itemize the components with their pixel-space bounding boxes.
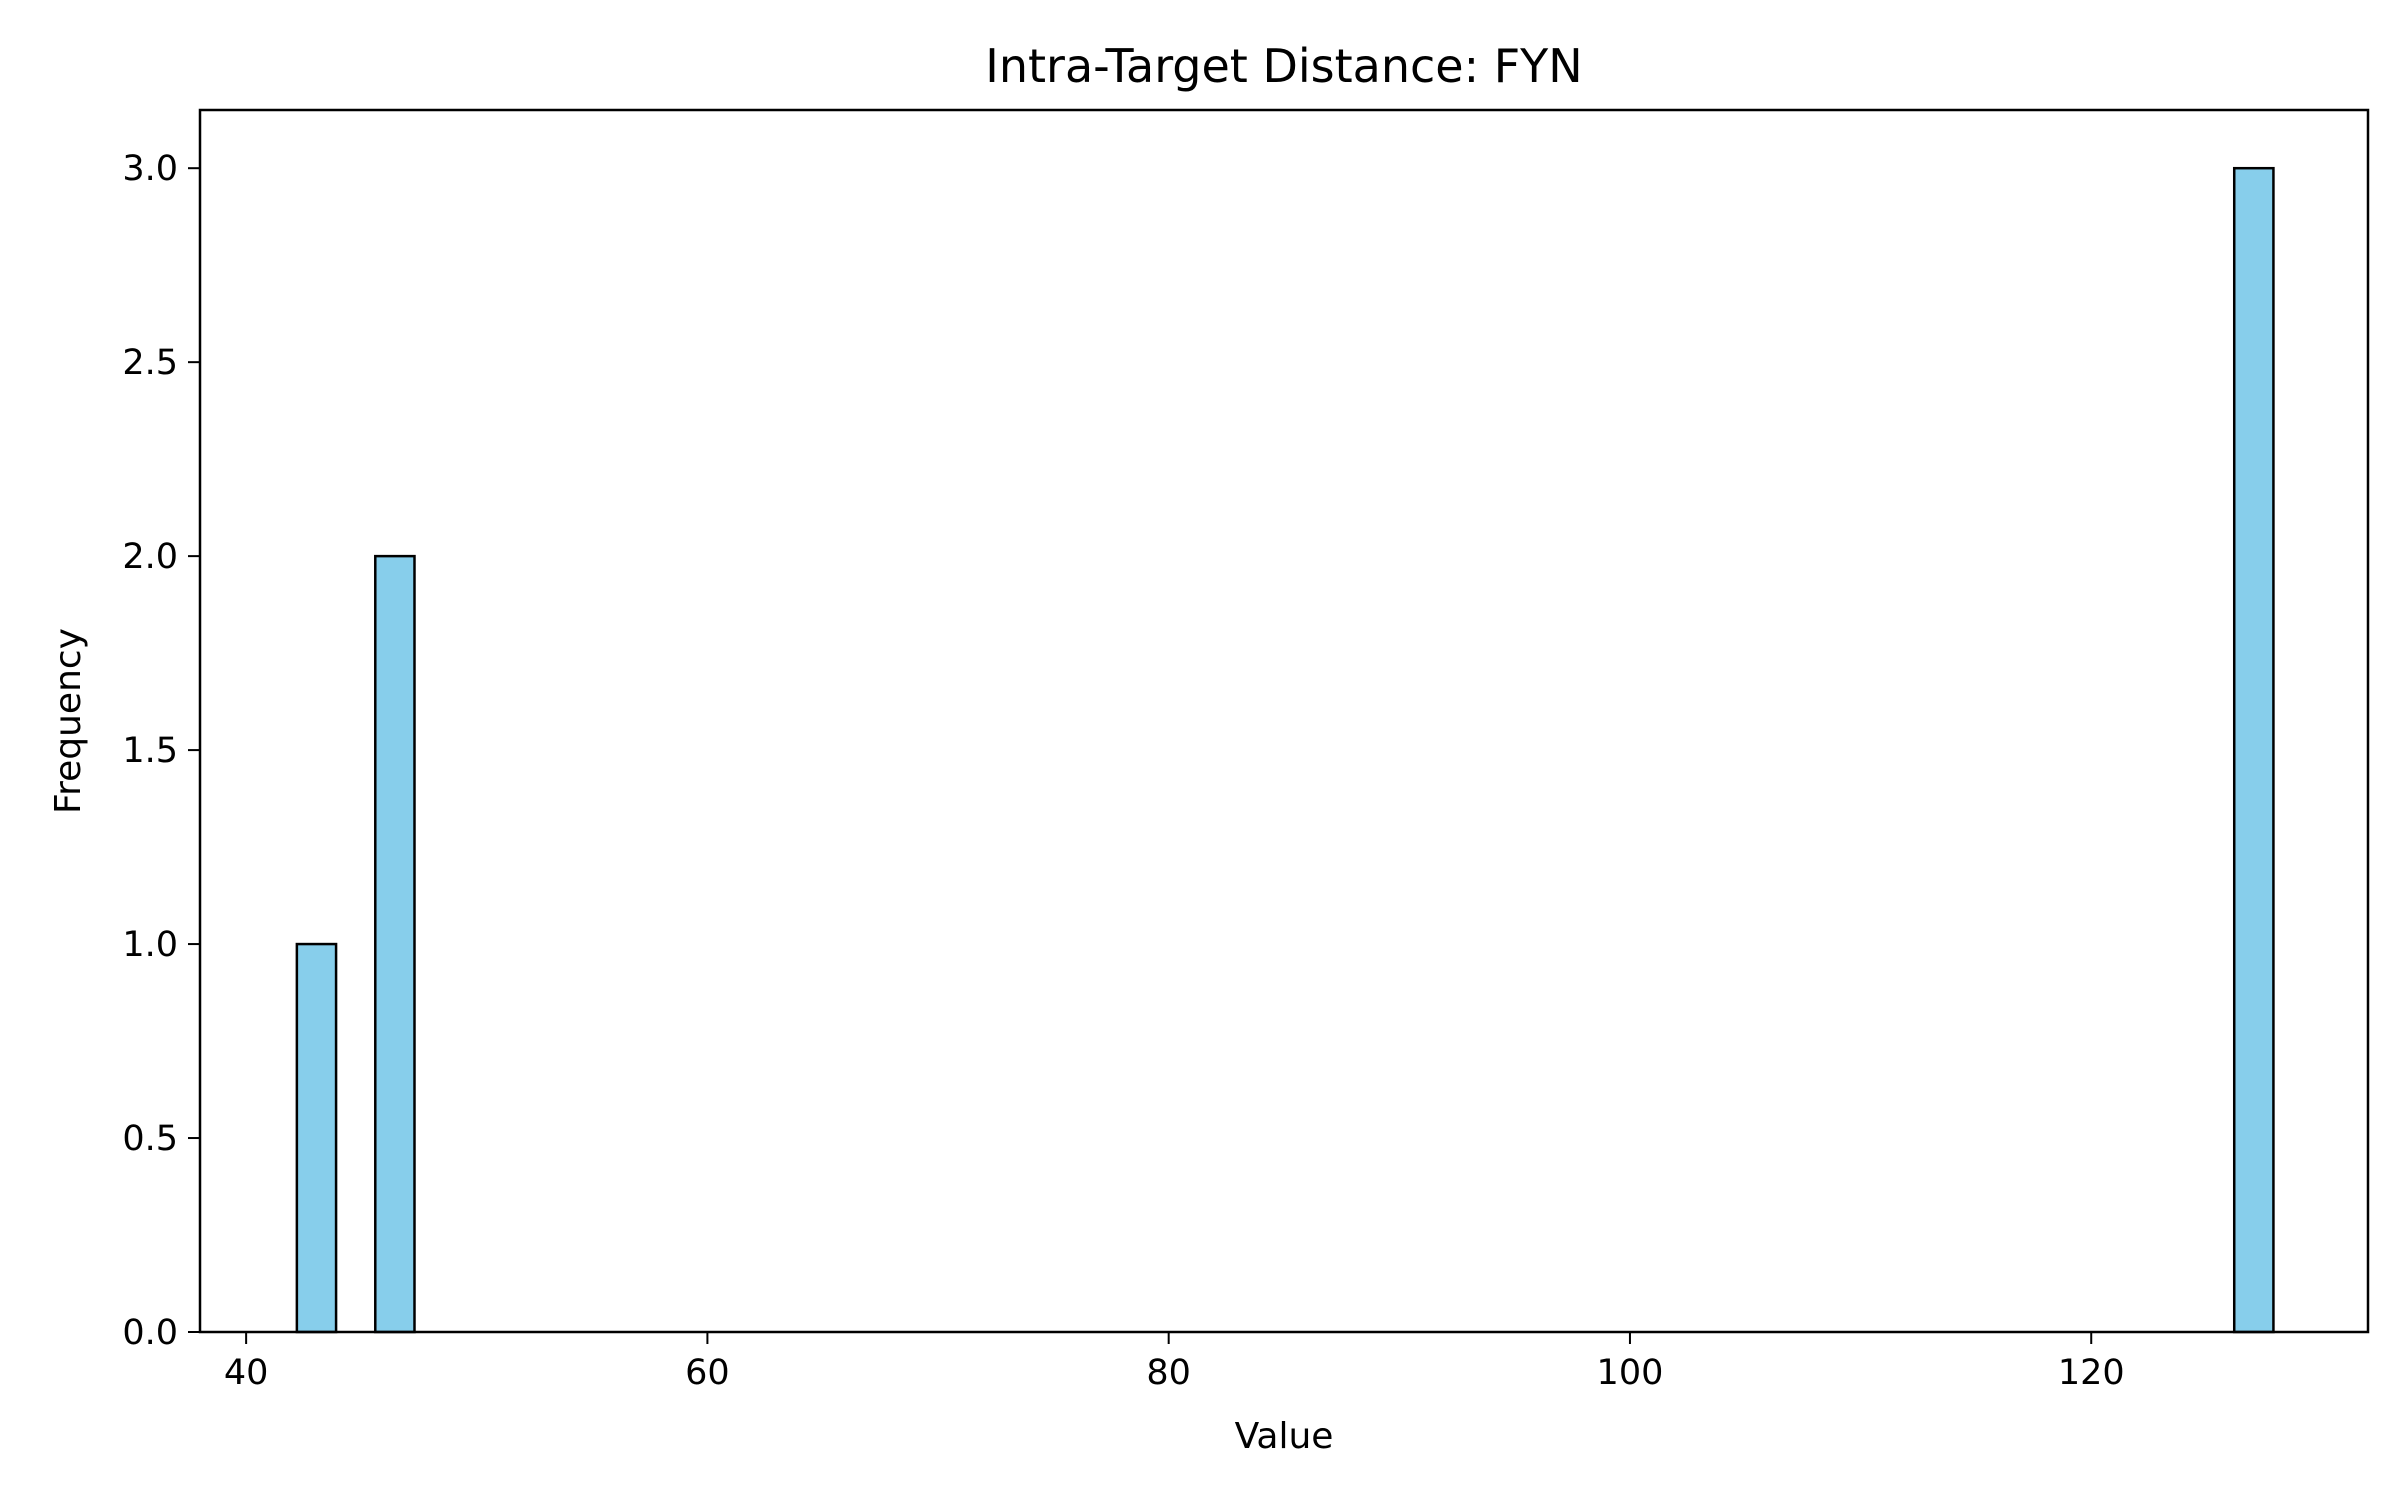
bars-group — [295, 166, 2275, 1334]
x-tick-label: 80 — [1146, 1353, 1191, 1393]
y-tick-label: 2.5 — [122, 343, 178, 383]
y-tick-label: 2.0 — [122, 537, 178, 577]
x-tick-label: 40 — [224, 1353, 269, 1393]
plot-area — [198, 108, 2370, 1334]
y-tick-label: 3.0 — [122, 149, 178, 189]
y-tick-label: 1.5 — [122, 731, 178, 771]
histogram-bar-1 — [295, 942, 338, 1334]
histogram-bar-3 — [2232, 166, 2275, 1334]
x-tick-label: 120 — [2058, 1353, 2125, 1393]
y-tick-label: 0.5 — [122, 1119, 178, 1159]
x-tick-label: 60 — [685, 1353, 730, 1393]
y-tick-label: 0.0 — [122, 1313, 178, 1353]
chart-title: Intra-Target Distance: FYN — [985, 39, 1582, 93]
x-axis-label: Value — [1235, 1416, 1334, 1457]
y-tick-label: 1.0 — [122, 925, 178, 965]
y-axis-label: Frequency — [48, 628, 89, 814]
y-axis-ticks: 0.0 0.5 1.0 1.5 2.0 2.5 3.0 — [122, 149, 200, 1353]
x-axis-ticks: 40 60 80 100 120 — [224, 1332, 2125, 1393]
x-tick-label: 100 — [1597, 1353, 1664, 1393]
axes-frame — [198, 108, 2370, 1334]
histogram-bar-2 — [374, 554, 416, 1334]
